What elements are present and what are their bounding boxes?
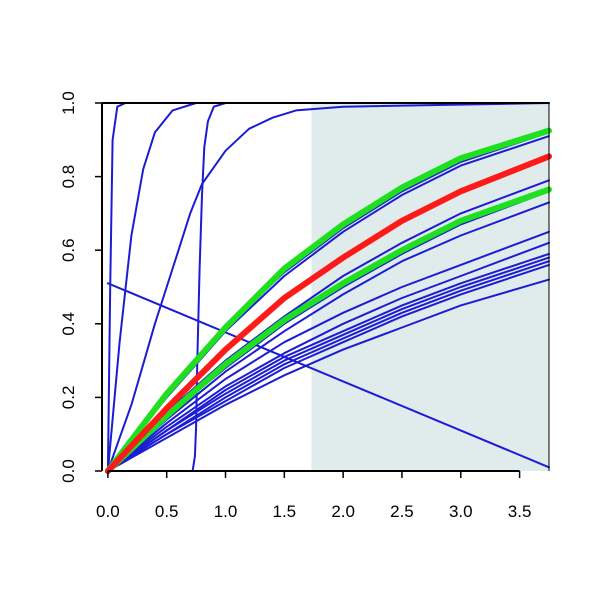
series-line-blue-10 — [106, 263, 550, 472]
series-line-green-17 — [104, 127, 552, 474]
series-line-blue-12 — [106, 201, 550, 472]
series-line-blue-1 — [106, 102, 550, 472]
series-line-green-18 — [104, 186, 552, 474]
series-line-blue-8 — [106, 256, 550, 472]
x-tick-label: 0.5 — [155, 502, 179, 521]
series-line-blue-6 — [106, 241, 550, 472]
y-tick-label: 0.4 — [59, 312, 78, 336]
x-tick-label: 1.5 — [273, 502, 297, 521]
axes: 0.0 0.5 1.0 1.5 2.0 2.5 3.0 3.5 0.0 0.2 0.4 0.6 0.8 1… — [59, 91, 550, 521]
x-tick-label: 3.0 — [449, 502, 473, 521]
y-tick-label: 0.8 — [59, 165, 78, 189]
x-tick-label: 2.5 — [390, 502, 414, 521]
x-tick-label: 3.5 — [508, 502, 532, 521]
series-line-blue-5 — [106, 230, 550, 472]
series-line-blue-3 — [106, 102, 550, 472]
series-layer — [104, 102, 552, 474]
series-line-blue-2 — [106, 102, 550, 472]
series-line-red-19 — [104, 153, 552, 474]
y-tick-label: 0.6 — [59, 238, 78, 262]
series-line-blue-4 — [106, 282, 550, 469]
x-tick-label: 2.0 — [331, 502, 355, 521]
series-line-blue-11 — [106, 278, 550, 472]
x-tick-label: 0.0 — [96, 502, 120, 521]
y-tick-label: 0.0 — [59, 459, 78, 483]
y-tick-label: 0.2 — [59, 386, 78, 410]
y-tick-label: 1.0 — [59, 91, 78, 115]
x-tick-label: 1.0 — [214, 502, 238, 521]
